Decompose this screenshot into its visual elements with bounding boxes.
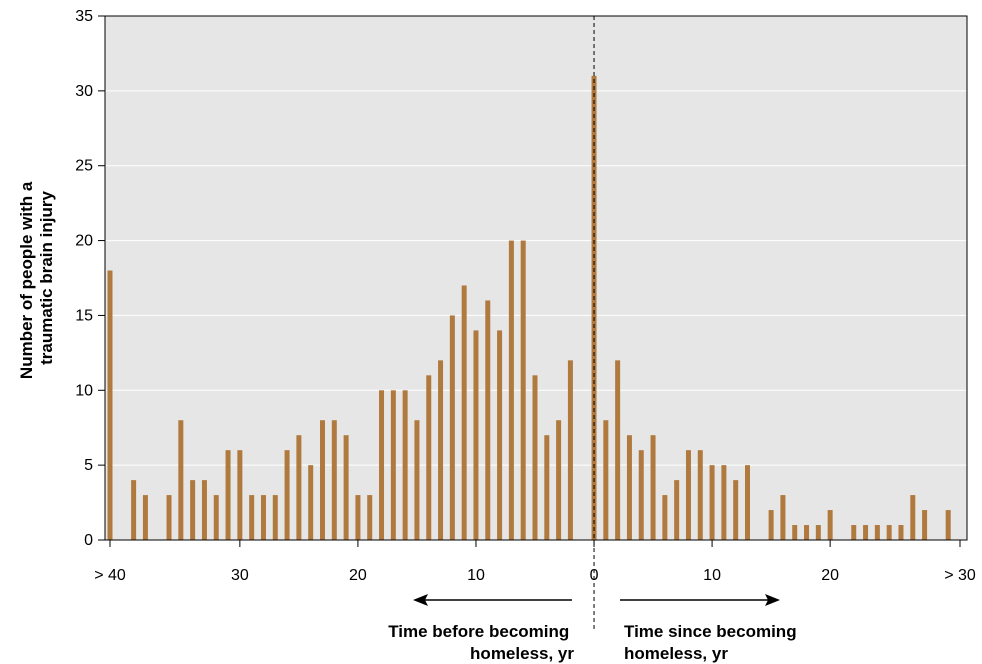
bar (355, 495, 361, 540)
y-tick-label: 0 (84, 532, 93, 549)
bar (308, 465, 314, 540)
y-tick-label: 15 (75, 307, 93, 324)
bar (237, 450, 243, 540)
bar (815, 525, 821, 540)
bar (851, 525, 857, 540)
bar (166, 495, 172, 540)
after-label-line-1: Time since becoming (624, 622, 797, 641)
bar (662, 495, 668, 540)
bar (461, 285, 467, 540)
bar (650, 435, 656, 540)
before-label-line-2: homeless, yr (470, 644, 574, 663)
bar (331, 420, 337, 540)
after-arrow (620, 594, 780, 606)
bar (296, 435, 302, 540)
bar (520, 240, 526, 541)
bar (284, 450, 290, 540)
bar (449, 315, 455, 540)
x-tick-label: 10 (703, 567, 721, 584)
bar (225, 450, 231, 540)
after-label-line-2: homeless, yr (624, 644, 728, 663)
bar (567, 360, 573, 540)
bar (792, 525, 798, 540)
x-tick-label: 0 (590, 567, 599, 584)
bar (874, 525, 880, 540)
bar (178, 420, 184, 540)
x-tick-label: 10 (467, 567, 485, 584)
y-tick-label: 30 (75, 83, 93, 100)
y-tick-label: 25 (75, 158, 93, 175)
bar (249, 495, 255, 540)
bar (780, 495, 786, 540)
bar (685, 450, 691, 540)
bar (638, 450, 644, 540)
bar (544, 435, 550, 540)
x-tick-label: > 40 (94, 567, 126, 584)
y-axis-ticks: 0 5 10 15 20 25 30 35 (75, 8, 105, 549)
bar (898, 525, 904, 540)
bar (945, 510, 951, 540)
bar (402, 390, 408, 540)
after-label: Time since becoming homeless, yr (624, 622, 801, 663)
bar (142, 495, 148, 540)
bar (414, 420, 420, 540)
bar (768, 510, 774, 540)
bar (674, 480, 680, 540)
bar (131, 480, 137, 540)
y-axis-title-line-2: traumatic brain injury (37, 191, 56, 365)
bar (343, 435, 349, 540)
bar (272, 495, 278, 540)
plot-frame (104, 15, 968, 541)
before-label: Time before becoming homeless, yr (388, 622, 574, 663)
bar (603, 420, 609, 540)
bar (473, 330, 479, 540)
bar (626, 435, 632, 540)
bars (107, 75, 951, 541)
before-arrow (413, 594, 572, 606)
y-tick-label: 35 (75, 8, 93, 25)
y-axis-title-line-1: Number of people with a (17, 181, 36, 379)
bar (697, 450, 703, 540)
x-axis-ticks: > 40 30 20 10 0 10 20 > 30 (94, 540, 976, 584)
bar (107, 270, 113, 540)
x-tick-label: > 30 (944, 567, 976, 584)
bar (379, 390, 385, 540)
bar (438, 360, 444, 540)
bar (922, 510, 928, 540)
bar (367, 495, 373, 540)
bar (804, 525, 810, 540)
bar (721, 465, 727, 540)
y-tick-label: 10 (75, 382, 93, 399)
bar (591, 75, 597, 540)
y-tick-label: 20 (75, 233, 93, 250)
bar (390, 390, 396, 540)
bar (213, 495, 219, 540)
before-label-line-1: Time before becoming (388, 622, 569, 641)
y-axis-title: Number of people with a traumatic brain … (17, 177, 56, 379)
bar (508, 240, 514, 541)
bar (497, 330, 503, 540)
x-tick-label: 30 (231, 567, 249, 584)
bar (201, 480, 207, 540)
x-tick-label: 20 (349, 567, 367, 584)
bar (485, 300, 491, 540)
y-tick-label: 5 (84, 457, 93, 474)
bar (320, 420, 325, 540)
axes (104, 15, 968, 541)
bar (827, 510, 833, 540)
bar (745, 465, 750, 540)
bar (733, 480, 739, 540)
bar (910, 495, 916, 540)
bar (709, 465, 715, 540)
bar (863, 525, 869, 540)
bar (260, 495, 266, 540)
bar (190, 480, 196, 540)
x-tick-label: 20 (821, 567, 839, 584)
bar (556, 420, 562, 540)
bar (532, 375, 538, 540)
bar (615, 360, 621, 540)
bar (886, 525, 892, 540)
bar (426, 375, 432, 540)
